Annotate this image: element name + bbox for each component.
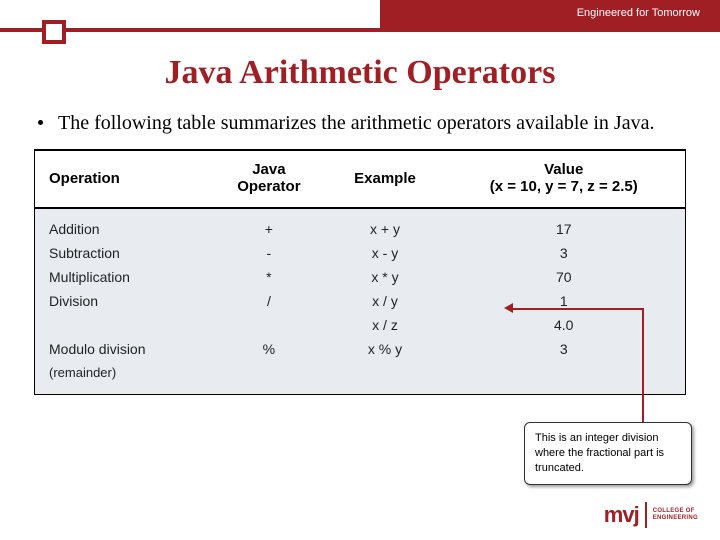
page-title: Java Arithmetic Operators xyxy=(0,54,720,92)
cell-op: Subtraction xyxy=(35,241,210,265)
cell-val: 3 xyxy=(442,337,685,361)
corner-box-icon xyxy=(42,20,66,44)
cell-op xyxy=(35,313,210,337)
header-underline xyxy=(0,28,720,32)
bullet-icon xyxy=(38,120,43,125)
cell-val: 4.0 xyxy=(442,313,685,337)
cell-sym: / xyxy=(210,289,327,313)
col-operation: Operation xyxy=(35,151,210,208)
cell-sym: - xyxy=(210,241,327,265)
cell-op: Multiplication xyxy=(35,265,210,289)
col-example: Example xyxy=(328,151,443,208)
cell-sym xyxy=(210,361,327,394)
cell-ex: x - y xyxy=(328,241,443,265)
cell-ex: x % y xyxy=(328,337,443,361)
tagline: Engineered for Tomorrow xyxy=(577,7,700,19)
table-row: Subtraction - x - y 3 xyxy=(35,241,685,265)
callout-connector-horizontal xyxy=(510,308,642,310)
arrow-left-icon xyxy=(504,303,513,313)
cell-op: (remainder) xyxy=(35,361,210,394)
callout-box: This is an integer division where the fr… xyxy=(524,422,692,485)
cell-val: 17 xyxy=(442,208,685,241)
cell-ex: x / y xyxy=(328,289,443,313)
intro-text: The following table summarizes the arith… xyxy=(58,112,662,135)
intro-content: The following table summarizes the arith… xyxy=(58,112,654,134)
cell-ex: x * y xyxy=(328,265,443,289)
col-operator: Java Operator xyxy=(210,151,327,208)
logo-text: COLLEGE OF ENGINEERING xyxy=(653,508,698,521)
operators-table: Operation Java Operator Example Value (x… xyxy=(34,149,686,395)
cell-sym: % xyxy=(210,337,327,361)
footer-logo: mvj COLLEGE OF ENGINEERING xyxy=(604,502,698,528)
cell-op: Addition xyxy=(35,208,210,241)
table-row: (remainder) xyxy=(35,361,685,394)
header-bar: Engineered for Tomorrow xyxy=(0,0,720,28)
cell-ex: x / z xyxy=(328,313,443,337)
col-value: Value (x = 10, y = 7, z = 2.5) xyxy=(442,151,685,208)
table-row: x / z 4.0 xyxy=(35,313,685,337)
cell-sym: + xyxy=(210,208,327,241)
table-row: Multiplication * x * y 70 xyxy=(35,265,685,289)
cell-op: Division xyxy=(35,289,210,313)
cell-val: 3 xyxy=(442,241,685,265)
cell-val: 70 xyxy=(442,265,685,289)
cell-ex: x + y xyxy=(328,208,443,241)
table-header-row: Operation Java Operator Example Value (x… xyxy=(35,151,685,208)
table-row: Modulo division % x % y 3 xyxy=(35,337,685,361)
cell-op: Modulo division xyxy=(35,337,210,361)
cell-sym: * xyxy=(210,265,327,289)
callout-connector-vertical xyxy=(642,308,644,424)
table-row: Addition + x + y 17 xyxy=(35,208,685,241)
cell-sym xyxy=(210,313,327,337)
cell-ex xyxy=(328,361,443,394)
logo-divider-icon xyxy=(645,502,647,528)
cell-val xyxy=(442,361,685,394)
logo-mark: mvj xyxy=(604,502,639,528)
